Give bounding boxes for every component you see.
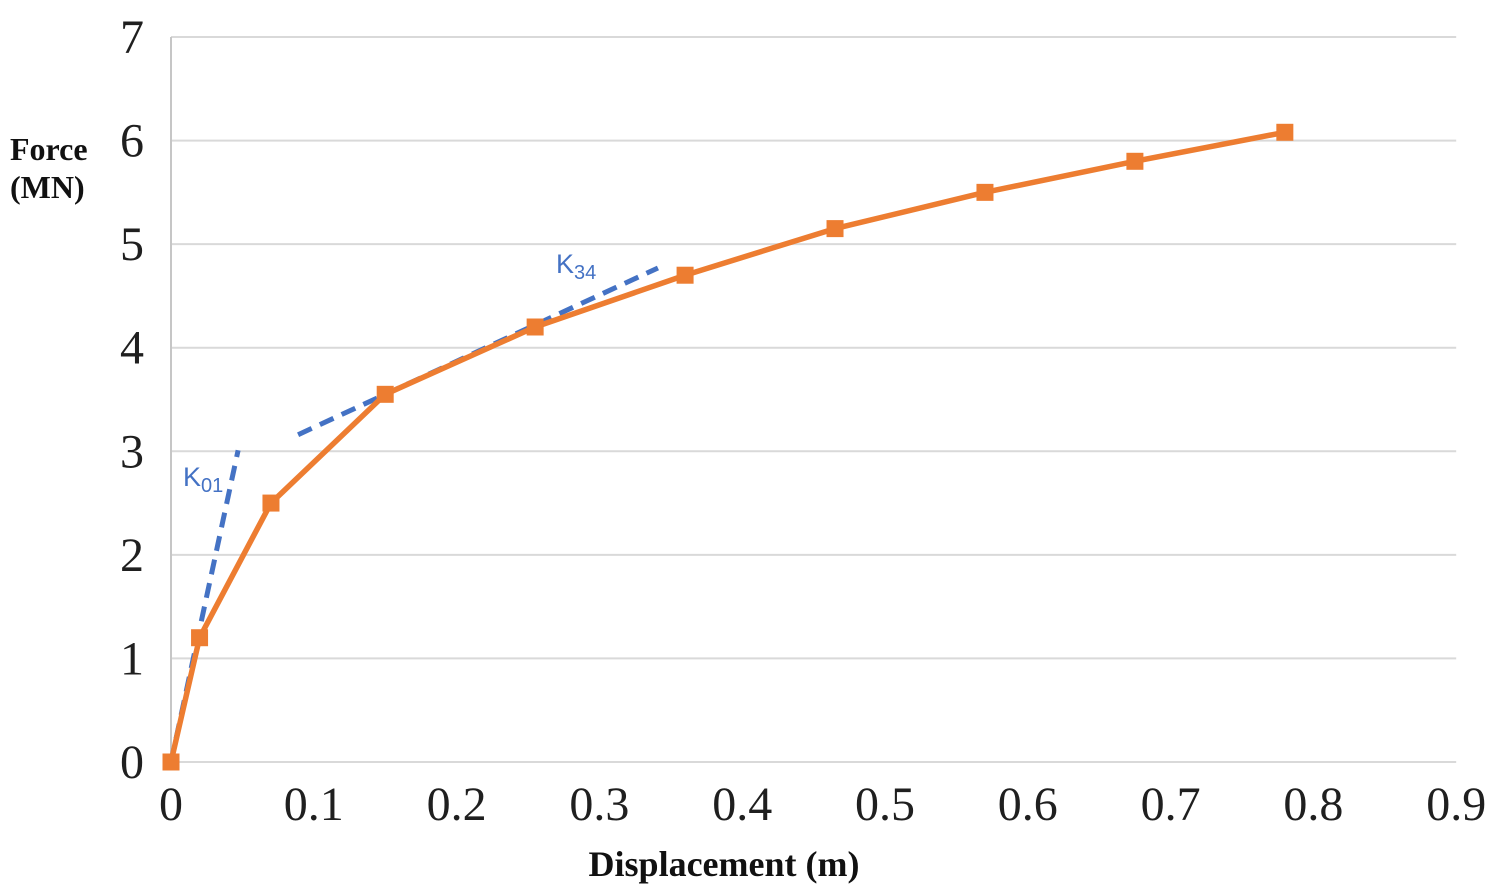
x-tick-label: 0.9 xyxy=(1426,778,1486,831)
x-axis-title: Displacement (m) xyxy=(588,844,860,884)
data-point-marker xyxy=(976,183,994,201)
x-tick-label: 0.8 xyxy=(1283,778,1343,831)
tangent-label-k01-base: K xyxy=(183,462,202,492)
x-tick-label: 0.6 xyxy=(998,778,1058,831)
y-tick-label: 7 xyxy=(120,11,144,64)
y-axis-title-line1: Force xyxy=(10,131,88,167)
y-tick-label: 0 xyxy=(120,736,144,789)
x-tick-label: 0.1 xyxy=(284,778,344,831)
data-point-marker xyxy=(162,753,180,771)
x-tick-label: 0.3 xyxy=(569,778,629,831)
data-point-marker xyxy=(191,629,209,647)
y-tick-label: 6 xyxy=(120,115,144,168)
data-point-marker xyxy=(676,266,694,284)
data-point-marker xyxy=(376,385,394,403)
tangent-label-k34-base: K xyxy=(556,249,575,279)
x-tick-label: 0.4 xyxy=(712,778,772,831)
y-axis-title: Force (MN) xyxy=(10,130,88,206)
y-axis-title-line2: (MN) xyxy=(10,169,85,205)
x-tick-label: 0.5 xyxy=(855,778,915,831)
tangent-label-k01: K01 xyxy=(183,462,223,498)
y-tick-label: 3 xyxy=(120,425,144,478)
y-tick-label: 1 xyxy=(120,632,144,685)
tangent-label-k34: K34 xyxy=(556,249,596,285)
y-tick-label: 4 xyxy=(120,322,144,375)
y-tick-label: 5 xyxy=(120,218,144,271)
y-tick-label: 2 xyxy=(120,529,144,582)
tangent-label-k01-subscript: 01 xyxy=(201,475,224,497)
tangent-label-k34-subscript: 34 xyxy=(574,262,597,284)
x-tick-label: 0.7 xyxy=(1141,778,1201,831)
x-tick-label: 0 xyxy=(159,778,183,831)
data-point-marker xyxy=(262,494,280,512)
data-point-marker xyxy=(526,318,544,336)
data-point-marker xyxy=(1126,152,1144,170)
series-line xyxy=(168,129,1286,763)
x-tick-label: 0.2 xyxy=(427,778,487,831)
data-point-marker xyxy=(826,220,844,238)
data-point-marker xyxy=(1276,123,1294,141)
